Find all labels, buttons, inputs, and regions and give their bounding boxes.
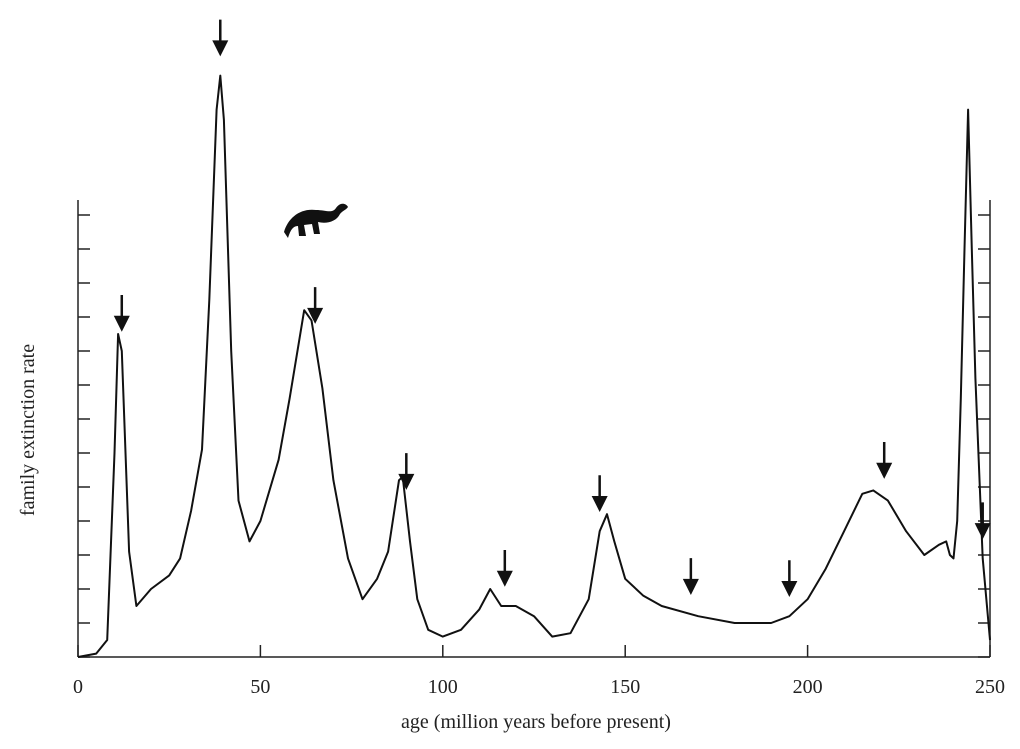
extinction-arrow: [113, 295, 130, 332]
extinction-arrow: [496, 550, 513, 587]
x-axis-label: age (million years before present): [401, 711, 671, 733]
extinction-arrow: [212, 19, 229, 57]
extinction-arrow: [398, 453, 415, 490]
extinction-arrow: [974, 502, 991, 540]
y-axis-label: family extinction rate: [17, 344, 39, 516]
x-tick-label: 200: [793, 676, 823, 698]
x-tick-label: 250: [975, 676, 1005, 698]
x-tick-label: 150: [610, 676, 640, 698]
x-tick-label: 0: [73, 676, 83, 698]
x-tick-label: 50: [250, 676, 270, 698]
x-tick-label: 100: [428, 676, 458, 698]
series-line: [77, 74, 991, 658]
extinction-arrow: [591, 475, 608, 512]
extinction-arrow: [307, 287, 324, 324]
extinction-arrow: [682, 558, 699, 595]
extinction-arrow: [876, 442, 893, 479]
extinction-arrow: [781, 560, 798, 597]
dinosaur-icon: [284, 203, 348, 238]
